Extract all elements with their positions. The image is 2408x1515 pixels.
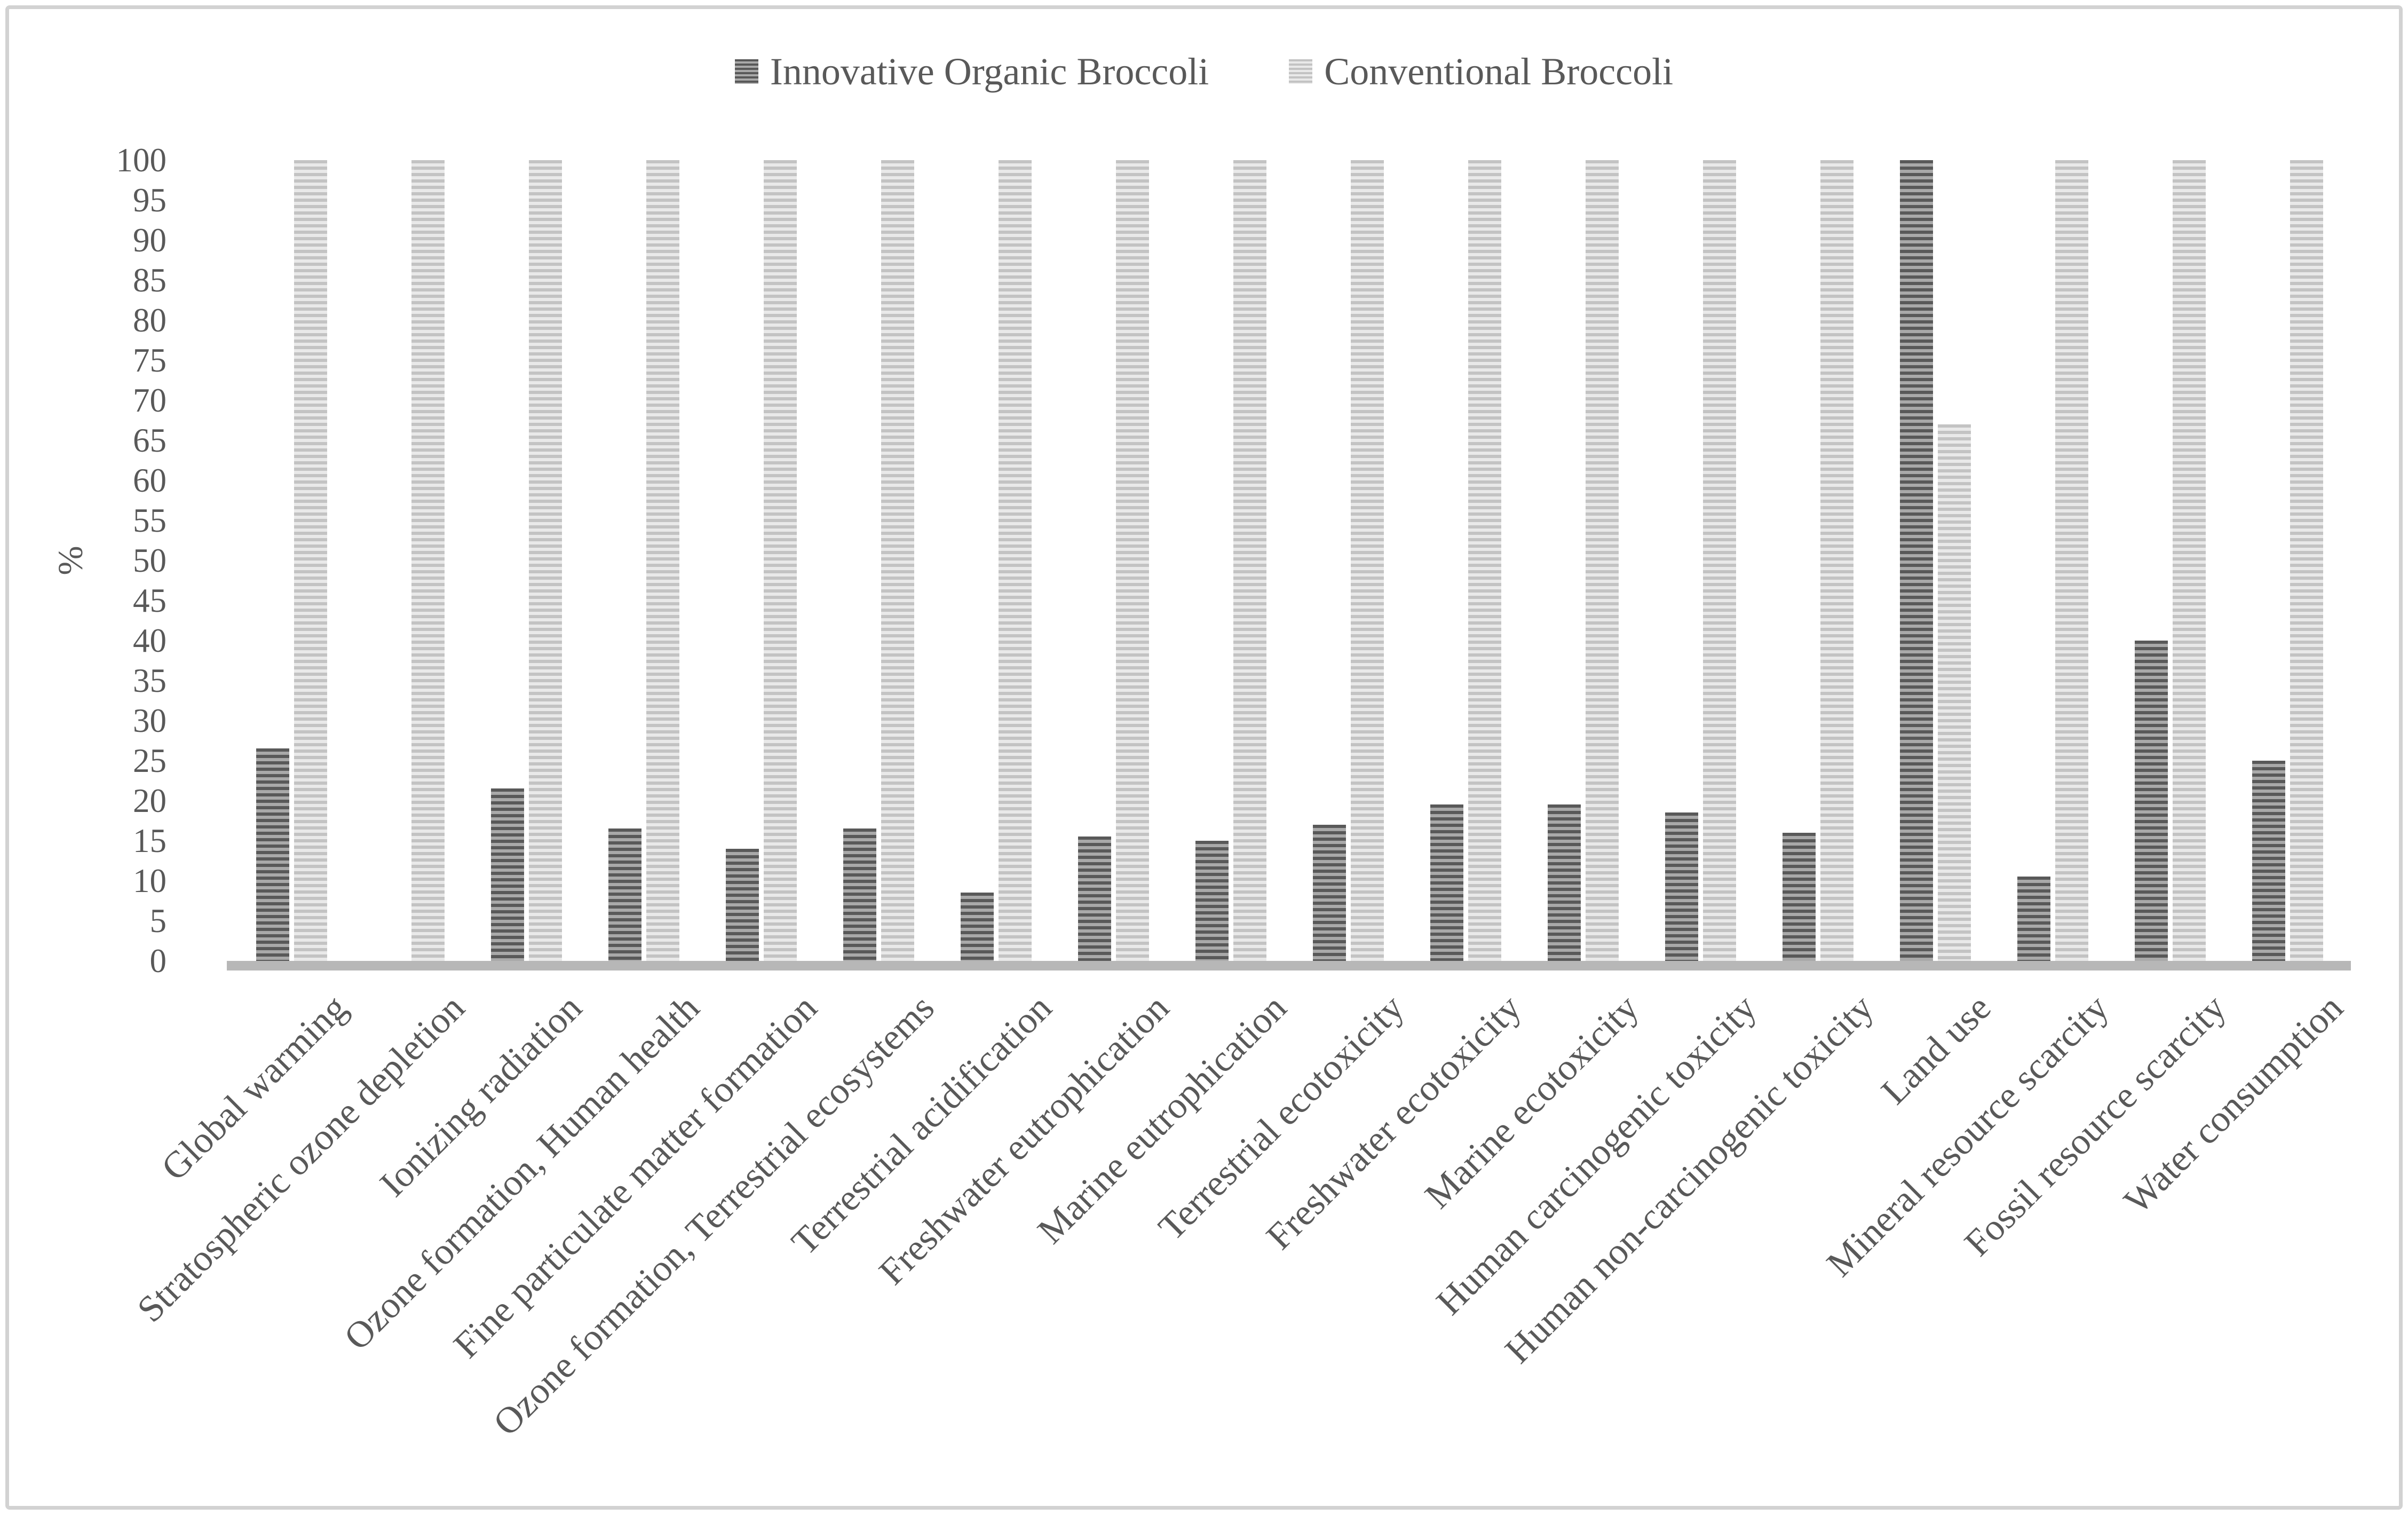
y-tick-label: 50 [133,542,167,579]
bar-conventional-broccoli-freshwater-ecotoxicity [1468,160,1501,961]
y-tick-label: 35 [133,662,167,699]
bar-conventional-broccoli-ozone-formation-human-health [646,160,679,961]
bar-conventional-broccoli-global-warming [294,160,327,961]
bar-conventional-broccoli-freshwater-eutrophication [1115,160,1149,961]
y-tick-label: 95 [133,182,167,219]
x-category-label-water-consumption: Water consumption [2117,987,2351,1222]
y-tick-label: 55 [133,502,167,539]
bar-innovative-organic-broccoli-ozone-formation-terrestrial-ecosystems [843,828,876,961]
y-tick-label: 70 [133,382,167,419]
x-category-label-marine-ecotoxicity: Marine ecotoxicity [1417,987,1647,1217]
bar-conventional-broccoli-terrestrial-acidification [998,160,1032,961]
bar-conventional-broccoli-marine-eutrophication [1233,160,1266,961]
x-category-label-land-use: Land use [1874,987,1999,1112]
y-tick-label: 80 [133,302,167,339]
y-tick-label: 100 [116,141,167,179]
bar-conventional-broccoli-stratospheric-ozone-depletion [411,160,445,961]
bar-innovative-organic-broccoli-terrestrial-ecotoxicity [1312,825,1346,961]
y-tick-label: 30 [133,702,167,739]
y-tick-label: 40 [133,622,167,659]
legend-swatch-dark-stripes [734,59,758,84]
y-tick-label: 85 [133,262,167,299]
bar-conventional-broccoli-land-use [1937,424,1971,961]
legend-item-innovative-organic-broccoli: Innovative Organic Broccoli [734,50,1209,93]
y-tick-label: 10 [133,862,167,899]
bar-innovative-organic-broccoli-human-non-carcinogenic-toxicity [1782,833,1816,961]
y-tick-label: 5 [149,902,167,940]
y-tick-label: 45 [133,582,167,619]
bar-innovative-organic-broccoli-land-use [1899,160,1933,961]
bar-innovative-organic-broccoli-marine-eutrophication [1195,841,1229,961]
bar-innovative-organic-broccoli-freshwater-eutrophication [1078,837,1111,961]
chart-legend: Innovative Organic Broccoli Conventional… [0,52,2408,91]
y-tick-label: 0 [149,942,167,980]
y-tick-label: 25 [133,742,167,779]
x-axis-line [227,961,2351,970]
bar-conventional-broccoli-terrestrial-ecotoxicity [1350,160,1384,961]
y-tick-label: 90 [133,222,167,259]
bar-innovative-organic-broccoli-human-carcinogenic-toxicity [1665,812,1698,961]
bar-innovative-organic-broccoli-freshwater-ecotoxicity [1430,804,1463,961]
x-category-label-ionizing-radiation: Ionizing radiation [372,987,590,1205]
bar-conventional-broccoli-human-non-carcinogenic-toxicity [1820,160,1853,961]
bar-innovative-organic-broccoli-terrestrial-acidification [960,893,994,961]
bar-conventional-broccoli-fine-particulate-matter-formation [763,160,797,961]
y-tick-label: 75 [133,342,167,379]
bar-conventional-broccoli-water-consumption [2290,160,2323,961]
y-tick-label: 65 [133,422,167,459]
legend-item-conventional-broccoli: Conventional Broccoli [1289,52,1673,91]
bar-conventional-broccoli-human-carcinogenic-toxicity [1702,160,1736,961]
y-tick-label: 20 [133,782,167,819]
legend-swatch-light-stripes [1289,59,1313,84]
bar-innovative-organic-broccoli-fine-particulate-matter-formation [725,849,759,961]
bar-conventional-broccoli-marine-ecotoxicity [1585,160,1619,961]
x-category-label-ozone-formation-terrestrial-ecosystems: Ozone formation, Terrestrial ecosystems [486,987,942,1444]
bar-conventional-broccoli-ozone-formation-terrestrial-ecosystems [881,160,914,961]
bar-conventional-broccoli-mineral-resource-scarcity [2055,160,2088,961]
bar-innovative-organic-broccoli-ionizing-radiation [490,788,524,961]
bar-innovative-organic-broccoli-ozone-formation-human-health [608,828,641,961]
legend-label: Conventional Broccoli [1324,50,1674,93]
bar-innovative-organic-broccoli-global-warming [256,748,289,961]
bar-innovative-organic-broccoli-fossil-resource-scarcity [2134,641,2168,961]
bar-innovative-organic-broccoli-water-consumption [2252,761,2285,961]
y-tick-label: 60 [133,462,167,499]
bar-innovative-organic-broccoli-marine-ecotoxicity [1547,804,1581,961]
bar-conventional-broccoli-ionizing-radiation [528,160,562,961]
bar-innovative-organic-broccoli-mineral-resource-scarcity [2017,877,2050,961]
bar-conventional-broccoli-fossil-resource-scarcity [2172,160,2206,961]
legend-label: Innovative Organic Broccoli [770,50,1209,93]
y-tick-label: 15 [133,822,167,859]
